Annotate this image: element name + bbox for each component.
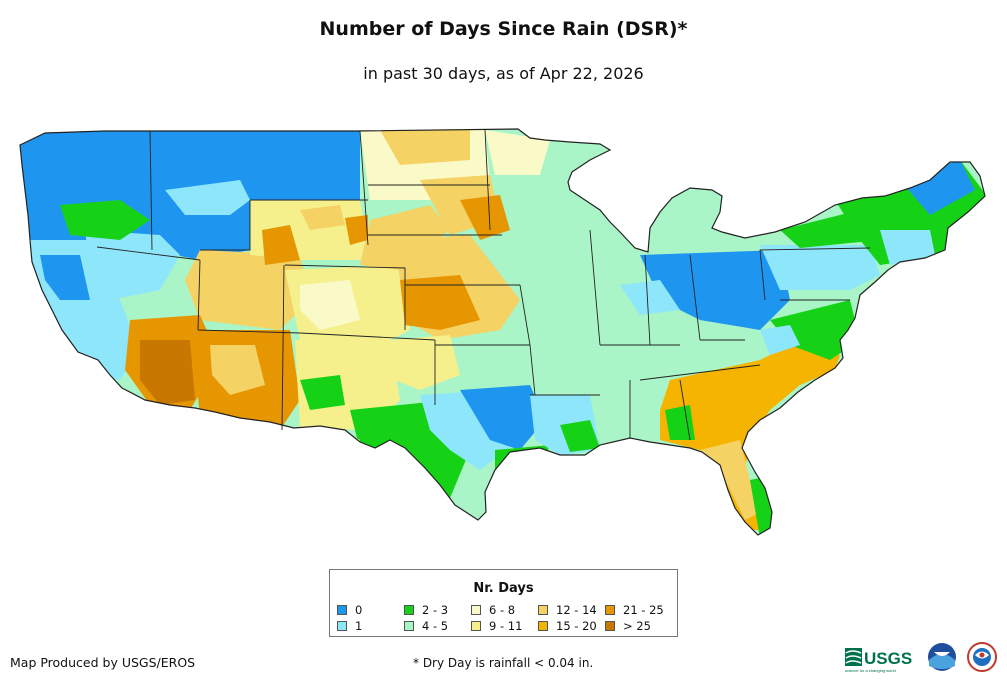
legend: Nr. Days 0 1 2 - 3 4 - 5 6 - 8 9 - 11 12… [329,569,678,637]
legend-swatch [471,621,481,631]
state-boundaries [96,129,871,441]
legend-item-1: 1 [337,619,362,633]
legend-swatch [404,621,414,631]
legend-item-7: 15 - 20 [538,619,597,633]
legend-swatch [404,605,414,615]
legend-label: 6 - 8 [489,603,516,617]
credit-text: Map Produced by USGS/EROS [10,655,196,670]
legend-swatch [337,605,347,615]
legend-swatch [605,605,615,615]
legend-label: 0 [355,603,363,617]
legend-item-4: 6 - 8 [471,603,515,617]
legend-swatch [471,605,481,615]
legend-label: 15 - 20 [556,619,597,633]
legend-swatch [538,621,548,631]
legend-item-9: > 25 [605,619,651,633]
usgs-logo-text: USGS [864,649,912,668]
map-subtitle: in past 30 days, as of Apr 22, 2026 [363,64,644,83]
usgs-logo: USGS science for a changing world [845,648,912,673]
legend-item-3: 4 - 5 [404,619,448,633]
legend-label: > 25 [623,619,651,633]
agency-logos: USGS science for a changing world [845,642,997,673]
legend-label: 2 - 3 [422,603,449,617]
legend-label: 1 [355,619,363,633]
legend-title: Nr. Days [473,581,534,596]
map-title: Number of Days Since Rain (DSR)* [319,18,688,40]
legend-item-5: 9 - 11 [471,619,522,633]
nws-logo [967,642,997,672]
legend-swatch [538,605,548,615]
footnote: * Dry Day is rainfall < 0.04 in. [413,656,594,670]
usgs-tagline: science for a changing world [845,668,896,673]
legend-label: 9 - 11 [489,619,523,633]
legend-item-8: 21 - 25 [605,603,664,617]
noaa-logo [928,643,956,671]
legend-item-6: 12 - 14 [538,603,597,617]
legend-swatch [605,621,615,631]
legend-item-2: 2 - 3 [404,603,448,617]
legend-label: 12 - 14 [556,603,597,617]
legend-swatch [337,621,347,631]
legend-label: 21 - 25 [623,603,664,617]
legend-label: 4 - 5 [422,619,449,633]
legend-item-0: 0 [337,603,362,617]
